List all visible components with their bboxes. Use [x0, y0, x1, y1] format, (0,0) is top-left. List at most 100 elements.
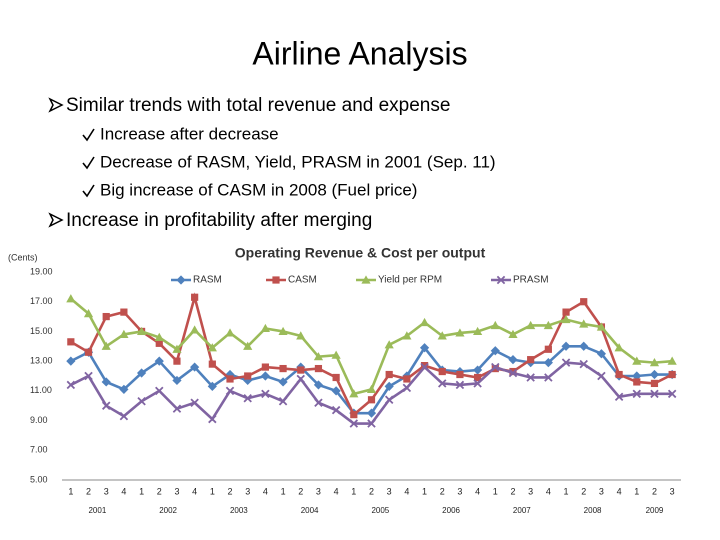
data-point [136, 368, 147, 378]
x-tick-label: 4 [546, 486, 551, 496]
x-tick-label: 3 [104, 486, 109, 496]
data-point [349, 419, 359, 428]
data-point [490, 320, 500, 330]
data-point [191, 293, 199, 301]
data-point [120, 308, 128, 316]
data-point [119, 329, 129, 338]
x-tick-label: 4 [121, 486, 126, 496]
data-point [349, 389, 359, 398]
bullet-check [82, 156, 95, 170]
data-point [580, 298, 588, 306]
bullet-arrow [48, 212, 64, 228]
data-point [226, 375, 234, 383]
slide-title: Airline Analysis [252, 35, 467, 71]
y-axis-label: (Cents) [8, 252, 38, 262]
data-point [350, 411, 358, 419]
data-point [101, 377, 111, 387]
year-label: 2004 [301, 506, 319, 515]
data-point [173, 357, 181, 365]
data-point [119, 384, 129, 394]
data-point [314, 398, 323, 407]
data-point [190, 362, 200, 372]
y-tick-label: 15.00 [30, 326, 53, 336]
year-label: 2009 [646, 506, 664, 515]
bullet-arrow [48, 97, 64, 113]
data-point [615, 370, 623, 379]
y-tick-label: 11.00 [30, 385, 52, 395]
data-point [614, 343, 624, 352]
legend-label: CASM [288, 275, 317, 286]
data-point [526, 373, 535, 382]
data-point [207, 381, 217, 391]
data-point [66, 356, 76, 366]
data-point [649, 358, 660, 367]
data-point [332, 373, 340, 382]
data-point [384, 381, 394, 391]
x-tick-label: 3 [245, 486, 250, 496]
data-point [243, 394, 252, 403]
data-point [667, 389, 677, 399]
data-point [632, 371, 642, 381]
x-tick-label: 3 [174, 486, 179, 496]
y-tick-label: 19.00 [30, 266, 53, 276]
data-point [331, 350, 341, 359]
legend-marker [272, 276, 280, 284]
data-point [420, 362, 429, 372]
data-point [561, 341, 571, 351]
data-point [83, 309, 94, 318]
data-point [366, 384, 377, 393]
data-point [225, 328, 235, 337]
year-label: 2007 [513, 506, 531, 515]
x-tick-label: 1 [422, 486, 427, 496]
data-point [314, 364, 323, 373]
data-point [438, 379, 447, 388]
data-point [278, 326, 288, 336]
data-point [508, 355, 518, 365]
data-point [331, 405, 341, 415]
data-point [543, 320, 553, 330]
data-point [526, 320, 536, 330]
data-point [650, 379, 659, 388]
data-point [154, 356, 164, 366]
bullet-check [82, 184, 95, 198]
y-tick-label: 9.00 [30, 415, 48, 425]
legend-marker [361, 275, 371, 284]
data-point [490, 346, 500, 356]
data-point [101, 341, 111, 350]
x-tick-label: 3 [528, 486, 533, 496]
x-tick-label: 4 [263, 486, 268, 496]
legend-label: PRASM [513, 275, 549, 286]
data-point [562, 308, 570, 316]
data-point [527, 356, 535, 364]
data-point [243, 341, 253, 350]
data-point [385, 370, 393, 379]
data-point [260, 323, 270, 333]
data-point [101, 401, 111, 410]
x-tick-label: 3 [670, 486, 675, 496]
data-point [508, 368, 518, 378]
data-point [650, 389, 659, 399]
data-point [384, 395, 394, 405]
data-point [102, 312, 110, 321]
x-tick-label: 1 [139, 486, 144, 496]
data-point [508, 329, 518, 338]
data-point [438, 367, 446, 376]
data-point [244, 372, 252, 380]
data-point [632, 389, 642, 399]
legend-label: Yield per RPM [378, 275, 442, 286]
x-tick-label: 2 [581, 486, 586, 496]
data-point [172, 404, 182, 413]
data-point [384, 340, 394, 349]
year-label: 2006 [442, 506, 460, 515]
data-point [561, 314, 571, 324]
data-point [402, 383, 412, 393]
chart-title: Operating Revenue & Cost per output [235, 245, 486, 261]
data-point [596, 322, 607, 331]
sub-bullet: Decrease of RASM, Yield, PRASM in 2001 (… [100, 152, 496, 171]
data-point [260, 371, 270, 381]
data-point [84, 371, 93, 381]
data-point [155, 339, 163, 347]
data-point [491, 362, 500, 372]
data-point [544, 345, 552, 353]
data-point [66, 380, 76, 390]
